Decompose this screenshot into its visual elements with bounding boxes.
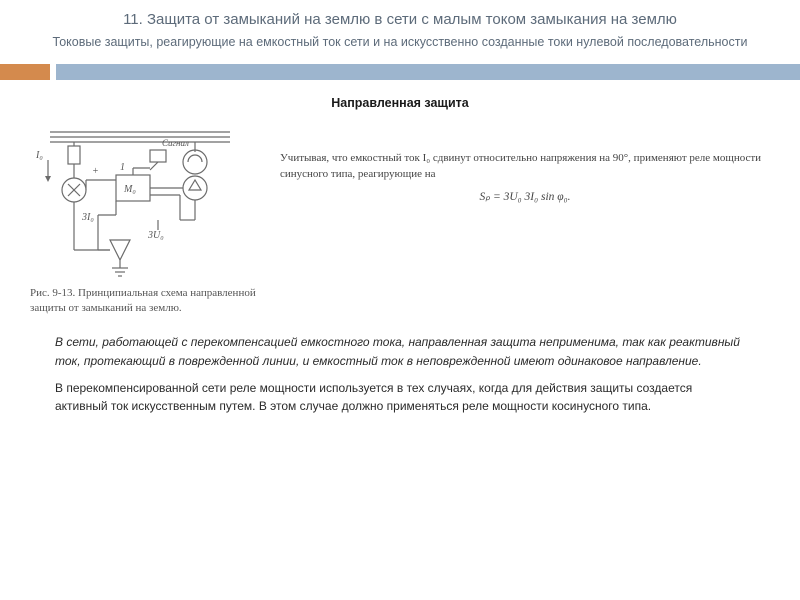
label-plus: + [92,166,99,177]
body-paragraph-1: В сети, работающей с перекомпенсацией ем… [55,333,745,370]
label-I0: I₀ [35,150,43,161]
explanation-column: Учитывая, что емкостный ток I₀ сдвинут о… [280,120,770,212]
body-text: В сети, работающей с перекомпенсацией ем… [0,315,800,415]
body-paragraph-2: В перекомпенсированной сети реле мощност… [55,379,745,416]
formula: Sₚ = 3U₀ 3I₀ sin φ₀. [280,189,770,206]
label-block1: 1 [120,162,125,173]
label-3U0: 3U₀ [147,230,164,241]
divider-bar [0,64,800,80]
slide-header: 11. Защита от замыканий на землю в сети … [0,0,800,58]
label-M0: M₀ [123,184,136,195]
label-3I0: 3I₀ [81,212,94,223]
diagram-column: I₀ + M₀ 1 3I₀ 3U₀ Сигнал Рис. 9-13. Прин… [30,120,260,316]
divider-blue [56,64,800,80]
divider-orange [0,64,50,80]
slide-title: 11. Защита от замыканий на землю в сети … [40,10,760,30]
figure-caption: Рис. 9-13. Принципиальная схема направле… [30,286,260,316]
section-heading: Направленная защита [0,96,800,110]
circuit-diagram: I₀ + M₀ 1 3I₀ 3U₀ Сигнал [30,120,250,280]
content-row: I₀ + M₀ 1 3I₀ 3U₀ Сигнал Рис. 9-13. Прин… [0,120,800,316]
explanation-text: Учитывая, что емкостный ток I₀ сдвинут о… [280,150,770,183]
slide-subtitle: Токовые защиты, реагирующие на емкостный… [40,34,760,50]
label-signal: Сигнал [162,138,189,148]
